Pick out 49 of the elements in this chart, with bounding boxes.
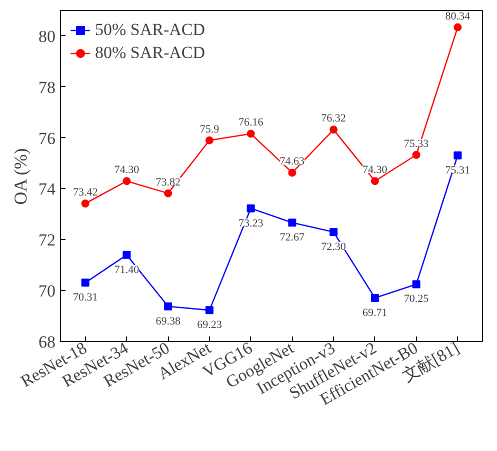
data-label: 73.42 [72, 186, 98, 198]
point [412, 280, 420, 288]
y-tick-label: 80 [38, 26, 56, 46]
point [246, 204, 255, 212]
point [164, 302, 172, 310]
point [164, 189, 172, 198]
y-axis-title: OA (%) [10, 148, 30, 205]
point [330, 126, 338, 134]
data-label: 80.34 [445, 10, 471, 22]
data-label: 69.71 [362, 306, 388, 319]
data-label: 74.63 [280, 156, 306, 168]
point [370, 177, 379, 186]
y-tick-label: 78 [38, 78, 56, 97]
y-tick-label: 72 [38, 230, 56, 250]
point [122, 177, 131, 186]
point [412, 150, 420, 159]
data-label: 75.31 [445, 164, 470, 176]
point [288, 168, 296, 177]
data-label: 75.33 [404, 138, 430, 150]
legend-label: 50% SAR-ACD [95, 20, 206, 40]
point [246, 130, 255, 138]
data-label: 69.38 [156, 315, 181, 328]
data-label: 70.31 [72, 292, 98, 304]
point [205, 306, 214, 314]
legend-label: 80% SAR-ACD [95, 43, 206, 63]
y-tick-label: 74 [38, 180, 56, 199]
point [122, 250, 131, 259]
data-label: 74.30 [114, 164, 140, 176]
data-label: 75.9 [200, 123, 220, 136]
point [81, 200, 90, 208]
data-label: 73.23 [238, 217, 264, 230]
y-tick-label: 76 [38, 128, 56, 148]
data-label: 76.32 [321, 112, 346, 125]
data-label: 73.82 [156, 176, 180, 188]
data-label: 71.40 [114, 264, 140, 276]
data-label: 70.25 [404, 293, 430, 306]
point [81, 278, 90, 287]
data-label: 74.30 [362, 164, 388, 176]
y-tick-label: 70 [38, 282, 56, 301]
data-label: 72.67 [280, 232, 306, 244]
data-label: 76.16 [238, 116, 264, 129]
data-label: 69.23 [197, 319, 222, 332]
data-label: 72.30 [321, 241, 346, 254]
point [205, 136, 214, 144]
point [288, 218, 296, 227]
point [330, 228, 338, 236]
point [454, 23, 462, 32]
point [454, 151, 462, 160]
point [370, 294, 379, 302]
